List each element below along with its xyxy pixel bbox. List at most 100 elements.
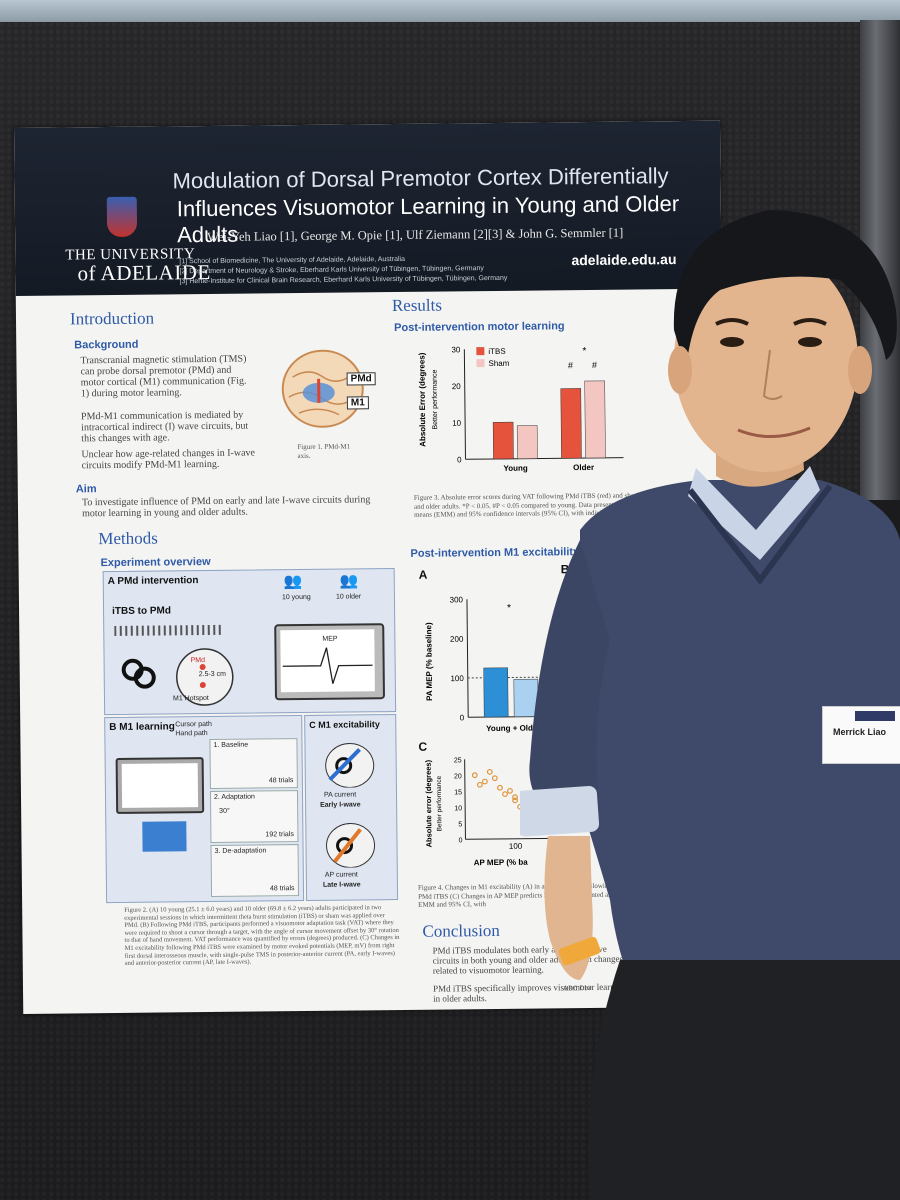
- chart2-y-label: PA MEP (% baseline): [424, 622, 434, 701]
- chart3-point: [507, 787, 513, 794]
- chart1-bar: [516, 425, 538, 459]
- badge-name: Merrick Liao: [833, 727, 887, 737]
- chart2-bar: [483, 667, 509, 718]
- trousers: [588, 960, 900, 1200]
- chart2-baseline: [467, 676, 558, 679]
- chart1-bar: [584, 380, 606, 459]
- chart2-y-tick: 300: [450, 595, 464, 604]
- name-badge: Merrick Liao: [822, 706, 900, 764]
- chart1-bar: [560, 388, 582, 459]
- deadaptation-trials: 48 trials: [269, 885, 295, 893]
- chart1-y-tick: 0: [457, 455, 462, 464]
- chart3-x-axis: [465, 837, 556, 840]
- research-poster: THE UNIVERSITY of ADELAIDE Modulation of…: [14, 120, 730, 1014]
- chart1-y-label: Absolute Error (degrees): [417, 352, 427, 447]
- tms-coil-icon: [121, 658, 156, 689]
- hair: [673, 210, 897, 370]
- early-iwave-label: Early I-wave: [320, 801, 361, 809]
- aim-heading: Aim: [75, 483, 97, 496]
- chart1-annotation: #: [568, 360, 573, 370]
- motor-learning-chart: 0 10 20 30 Absolute Error (degrees) Better pe…: [417, 345, 624, 473]
- adaptation-label: 2. Adaptation: [213, 793, 255, 801]
- introduction-heading: Introduction: [69, 308, 155, 329]
- figure1-caption: Figure 1. PMd-M1 axis.: [297, 442, 351, 460]
- chart3-x-tick: 100: [509, 842, 523, 851]
- chart2-x-tick: Young + Older: [486, 724, 540, 734]
- background-heading: Background: [74, 338, 139, 352]
- chart1-y-tick: 20: [452, 382, 462, 391]
- chart1-y-axis: [463, 349, 466, 460]
- chart1-y-tick: 30: [451, 345, 461, 354]
- chart2-annotation: *: [507, 603, 511, 614]
- pa-mep-chart: 0 100 200 300 PA MEP (% baseline) Young + Old…: [424, 595, 559, 734]
- presenter-person: [520, 210, 900, 1200]
- head-diagram: [176, 648, 234, 706]
- chart1-annotation: *: [582, 346, 586, 357]
- chart3-y-tick: 15: [454, 789, 462, 796]
- chart3-point: [512, 797, 518, 804]
- affiliation-3: [3] Hertie-Institute for Clinical Brain …: [179, 274, 508, 286]
- mep-label: MEP: [322, 635, 338, 643]
- tablet-icon: [142, 821, 187, 852]
- chart1-legend-label: Sham: [488, 359, 509, 368]
- pmd-site-label: PMd: [190, 657, 206, 665]
- ap-current-label: AP current: [324, 871, 358, 879]
- conclusion-heading: Conclusion: [422, 920, 500, 941]
- chart3-y-tick: 0: [459, 837, 463, 844]
- late-iwave-label: Late I-wave: [322, 881, 361, 889]
- panel-b-title: B M1 learning: [109, 721, 175, 734]
- chart1-better-label: Better performance: [432, 370, 440, 430]
- intro-bullet-1: Transcranial magnetic stimulation (TMS) …: [80, 353, 247, 400]
- results-heading: Results: [391, 295, 443, 316]
- figure2-caption: Figure 2. (A) 10 young (25.1 ± 6.0 years…: [124, 904, 400, 968]
- chart3-y-tick: 10: [454, 805, 462, 812]
- chart1-y-tick: 10: [452, 419, 462, 428]
- people-icon: 👥: [283, 573, 303, 591]
- affiliation-1: [1] School of Biomedicine, The Universit…: [179, 255, 405, 266]
- ap-coil-diagram: [326, 823, 376, 868]
- brain-label-pmd: PMd: [346, 372, 376, 386]
- brain-diagram: [281, 349, 364, 428]
- methods-heading: Methods: [98, 528, 158, 549]
- pa-current-label: PA current: [323, 791, 357, 799]
- chart3-y-tick: 20: [454, 773, 462, 780]
- panel-c-m1-excitability: C M1 excitability PA current Early I-wav…: [304, 714, 399, 901]
- adaptation-trials: 192 trials: [265, 831, 294, 839]
- intro-bullet-3: Unclear how age-related changes in I-wav…: [81, 447, 256, 472]
- chart2-y-tick: 0: [460, 713, 465, 722]
- intro-bullet-2: PMd-M1 communication is mediated by intr…: [80, 409, 249, 445]
- baseline-label: 1. Baseline: [213, 741, 249, 749]
- mep-trace: [282, 647, 373, 684]
- chart3-point: [486, 768, 493, 775]
- chart1-bar: [492, 421, 514, 460]
- sweater: [580, 480, 900, 1040]
- chart3-point: [471, 772, 478, 779]
- panel-a-title: A PMd intervention: [107, 575, 199, 588]
- chart3-y-label: Absolute error (degrees): [424, 759, 434, 847]
- panel-c-title: C M1 excitability: [309, 719, 380, 730]
- itbs-pulse-train: [114, 624, 221, 636]
- chart3-x-label: AP MEP (% ba: [474, 858, 529, 868]
- chart2-y-axis: [466, 599, 469, 718]
- hand-path-label: Hand path: [175, 730, 208, 738]
- panel-b-m1-learning: B M1 learning Cursor path Hand path 1. B…: [104, 715, 305, 904]
- rotation-angle: 30°: [219, 807, 230, 815]
- chart1-legend-swatch: [476, 359, 485, 368]
- chart1-legend-label: iTBS: [488, 347, 505, 356]
- older-count: 10 older: [335, 593, 362, 601]
- distance-label: 2.5-3 cm: [198, 670, 227, 679]
- hotspot-label: M1 Hotspot: [172, 694, 209, 703]
- university-crest-icon: [106, 196, 138, 238]
- cursor-path-label: Cursor path: [175, 720, 212, 729]
- poster-title-line1: Modulation of Dorsal Premotor Cortex Dif…: [172, 163, 669, 194]
- affiliation-2: [2] Department of Neurology & Stroke, Eb…: [179, 265, 484, 276]
- chart3-y-tick: 25: [454, 757, 462, 764]
- aim-text: To investigate influence of PMd on early…: [81, 494, 371, 520]
- deadaptation-box: 3. De-adaptation 48 trials: [210, 844, 300, 897]
- chart3-point: [497, 784, 503, 791]
- chart3-y-axis: [464, 759, 466, 840]
- elderly-people-icon: 👥: [339, 572, 359, 590]
- baseline-box: 1. Baseline 48 trials: [209, 738, 298, 789]
- chart2-y-tick: 200: [450, 635, 464, 644]
- deadaptation-label: 3. De-adaptation: [214, 847, 267, 855]
